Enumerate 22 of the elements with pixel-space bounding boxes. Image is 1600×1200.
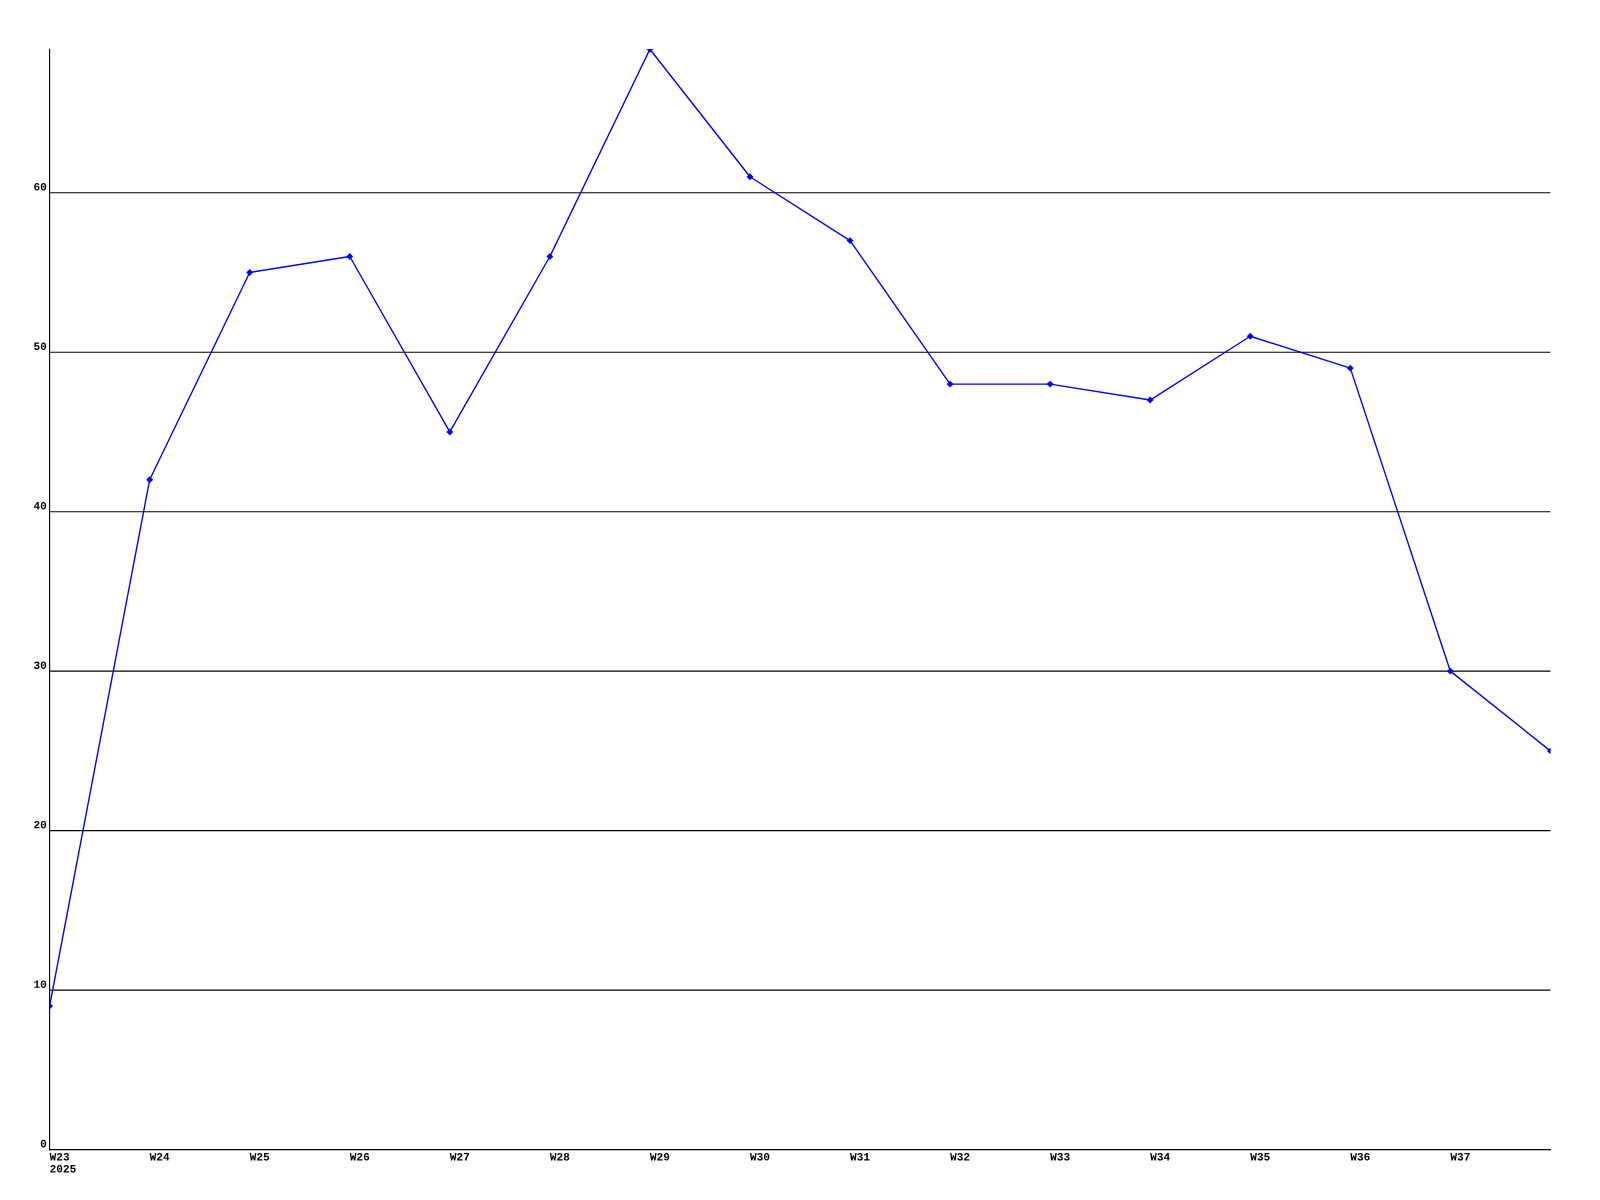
y-tick-label: 10 <box>34 980 47 988</box>
x-tick-label: W28 <box>549 1153 570 1161</box>
x-tick-label: W26 <box>349 1153 370 1161</box>
x-tick-label: W37 <box>1450 1153 1470 1161</box>
x-tick-label: W32 <box>950 1153 970 1161</box>
x-tick-label: W31 <box>850 1153 870 1161</box>
y-tick-label: 30 <box>33 661 47 669</box>
y-tick-label: 0 <box>40 1139 47 1148</box>
y-tick-label: 50 <box>34 342 47 351</box>
x-tick-label: W30 <box>749 1153 770 1161</box>
x-tick-label: W36 <box>1350 1153 1370 1161</box>
x-tick-label: W27 <box>449 1153 470 1161</box>
y-tick-label: 40 <box>33 501 47 510</box>
x-tick-label: W35 <box>1250 1153 1270 1161</box>
y-tick-label: 60 <box>34 182 47 191</box>
x-tick-label: W34 <box>1150 1153 1170 1161</box>
x-tick-label: W29 <box>649 1153 670 1161</box>
x-tick-label: W25 <box>249 1153 270 1161</box>
x-tick-label: W23 2025 <box>49 1153 76 1173</box>
y-tick-label: 20 <box>34 820 47 829</box>
x-tick-label: W24 <box>149 1153 170 1161</box>
x-tick-label: W33 <box>1050 1153 1070 1161</box>
